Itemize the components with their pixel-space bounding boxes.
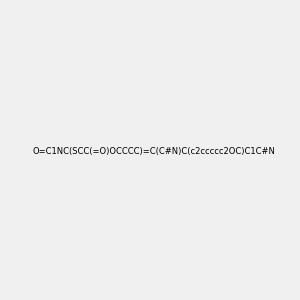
Text: O=C1NC(SCC(=O)OCCCC)=C(C#N)C(c2ccccc2OC)C1C#N: O=C1NC(SCC(=O)OCCCC)=C(C#N)C(c2ccccc2OC)… xyxy=(32,147,275,156)
